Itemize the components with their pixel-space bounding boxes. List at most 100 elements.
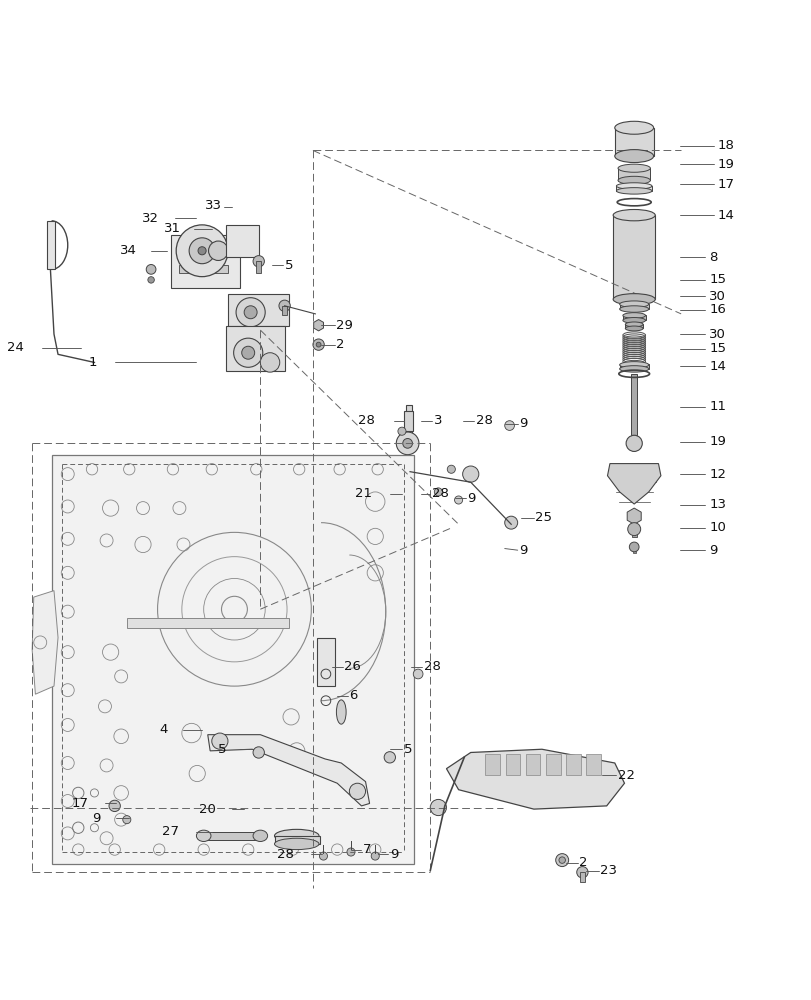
Text: 2: 2 <box>336 338 345 351</box>
Bar <box>619 304 648 309</box>
Bar <box>47 221 54 269</box>
Text: 5: 5 <box>403 743 411 756</box>
Text: 28: 28 <box>431 487 448 500</box>
Text: 31: 31 <box>164 222 181 235</box>
Text: 9: 9 <box>467 492 475 505</box>
Text: 33: 33 <box>204 199 221 212</box>
Text: 7: 7 <box>363 843 371 856</box>
Circle shape <box>312 339 324 350</box>
Text: 16: 16 <box>709 303 725 316</box>
Ellipse shape <box>624 322 642 327</box>
Text: 24: 24 <box>7 341 24 354</box>
Polygon shape <box>607 464 660 504</box>
Bar <box>51 455 414 864</box>
Bar <box>586 754 600 775</box>
Text: 21: 21 <box>354 487 371 500</box>
Circle shape <box>447 465 455 473</box>
Ellipse shape <box>614 121 653 134</box>
Circle shape <box>430 799 446 816</box>
Text: 6: 6 <box>349 689 358 702</box>
Text: 10: 10 <box>709 521 725 534</box>
Bar <box>631 529 636 537</box>
Circle shape <box>625 435 642 451</box>
Text: 9: 9 <box>519 544 527 557</box>
Text: 28: 28 <box>475 414 491 427</box>
Text: 14: 14 <box>717 209 733 222</box>
Circle shape <box>504 421 514 430</box>
Text: 1: 1 <box>88 356 97 369</box>
Bar <box>565 754 580 775</box>
Circle shape <box>122 816 131 824</box>
Ellipse shape <box>619 301 648 307</box>
Circle shape <box>260 353 280 372</box>
Ellipse shape <box>616 188 651 194</box>
Circle shape <box>146 265 156 274</box>
Circle shape <box>504 516 517 529</box>
Text: 5: 5 <box>285 259 293 272</box>
Circle shape <box>402 438 412 448</box>
Text: 19: 19 <box>709 435 725 448</box>
Circle shape <box>349 783 365 799</box>
Circle shape <box>236 298 265 327</box>
Text: 2: 2 <box>578 856 587 869</box>
Circle shape <box>212 733 228 749</box>
Ellipse shape <box>336 700 345 724</box>
Circle shape <box>629 542 638 552</box>
Circle shape <box>315 342 320 347</box>
Circle shape <box>396 432 418 455</box>
Text: 25: 25 <box>534 511 551 524</box>
Text: 32: 32 <box>142 212 159 225</box>
Bar <box>632 547 635 553</box>
Text: 29: 29 <box>336 319 353 332</box>
Ellipse shape <box>616 183 651 189</box>
Text: 28: 28 <box>277 848 294 861</box>
Text: 9: 9 <box>92 812 100 825</box>
Ellipse shape <box>253 830 268 841</box>
Bar <box>622 315 645 320</box>
Circle shape <box>576 867 587 878</box>
Circle shape <box>148 277 154 283</box>
Ellipse shape <box>619 366 648 372</box>
Text: 8: 8 <box>709 251 717 264</box>
Text: 17: 17 <box>71 797 88 810</box>
Text: 28: 28 <box>423 660 440 673</box>
Circle shape <box>434 488 442 496</box>
Text: 27: 27 <box>162 825 179 838</box>
Text: 14: 14 <box>709 360 725 373</box>
Bar <box>614 128 653 156</box>
Circle shape <box>279 300 290 311</box>
Bar <box>171 235 240 288</box>
Text: 11: 11 <box>709 400 726 413</box>
Bar <box>617 168 650 180</box>
Circle shape <box>244 306 257 319</box>
Text: 9: 9 <box>709 544 717 557</box>
Bar <box>505 754 520 775</box>
Ellipse shape <box>619 362 648 368</box>
Circle shape <box>253 256 264 267</box>
Circle shape <box>462 466 478 482</box>
Bar <box>485 754 500 775</box>
Circle shape <box>413 669 423 679</box>
Circle shape <box>176 225 228 277</box>
Ellipse shape <box>622 313 645 318</box>
Text: 18: 18 <box>717 139 733 152</box>
Circle shape <box>371 852 379 860</box>
Text: 30: 30 <box>709 290 725 303</box>
Text: 9: 9 <box>519 417 527 430</box>
Circle shape <box>242 346 255 359</box>
Bar <box>275 836 320 844</box>
Ellipse shape <box>617 176 650 184</box>
Bar <box>282 306 287 315</box>
Circle shape <box>109 800 120 812</box>
Text: 34: 34 <box>120 244 137 257</box>
Text: 4: 4 <box>159 723 167 736</box>
Circle shape <box>397 427 406 435</box>
Circle shape <box>555 854 568 867</box>
Text: 13: 13 <box>709 498 726 511</box>
Bar <box>624 324 642 328</box>
Circle shape <box>454 496 462 504</box>
Circle shape <box>189 238 215 264</box>
Ellipse shape <box>274 829 319 842</box>
Bar <box>256 261 261 273</box>
Circle shape <box>253 747 264 758</box>
